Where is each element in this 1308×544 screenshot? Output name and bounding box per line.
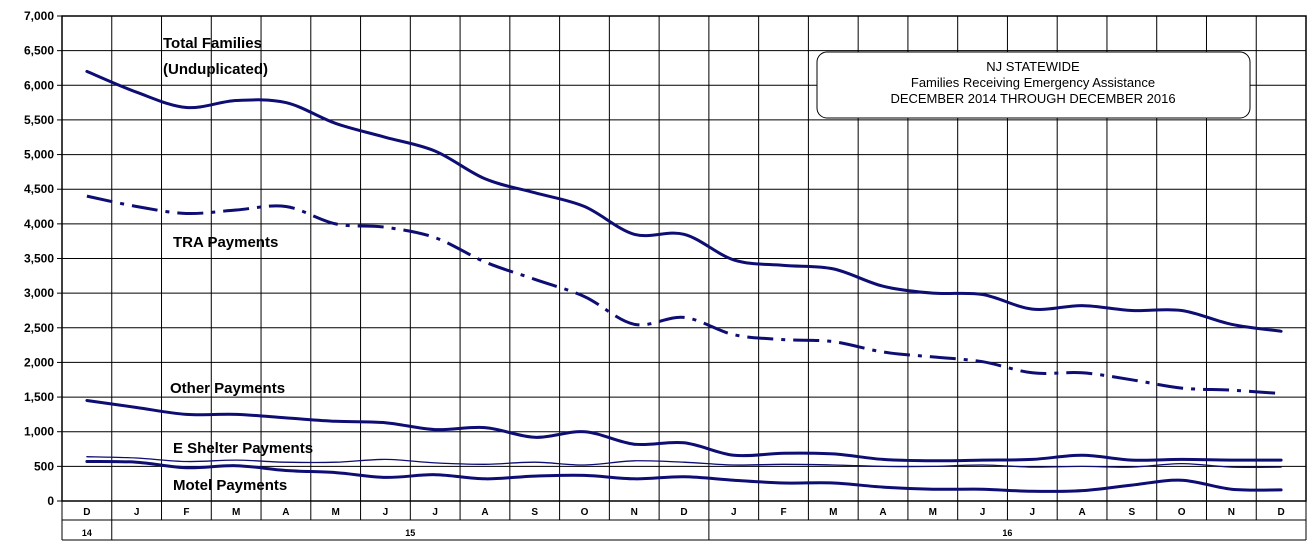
series-label-e-shelter: E Shelter Payments xyxy=(173,440,313,457)
y-tick-label: 5,500 xyxy=(24,113,54,127)
y-tick-label: 7,000 xyxy=(24,9,54,23)
series-line-1 xyxy=(86,194,1282,396)
x-tick-label: D xyxy=(680,507,687,518)
y-tick-label: 3,000 xyxy=(24,286,54,300)
year-label: 16 xyxy=(1002,528,1012,538)
y-tick-label: 4,500 xyxy=(24,182,54,196)
series-lines xyxy=(85,69,1283,493)
y-tick-label: 5,000 xyxy=(24,148,54,162)
y-tick-label: 2,500 xyxy=(24,321,54,335)
x-tick-label: N xyxy=(1228,507,1235,518)
series-label-motel: Motel Payments xyxy=(173,477,287,494)
y-tick-label: 4,000 xyxy=(24,217,54,231)
x-tick-label: M xyxy=(929,507,937,518)
series-label-other: Other Payments xyxy=(170,380,285,397)
y-tick-label: 3,500 xyxy=(24,252,54,266)
y-tick-label: 0 xyxy=(47,494,54,508)
x-tick-label: J xyxy=(731,507,737,518)
x-tick-label: S xyxy=(1129,507,1136,518)
y-tick-label: 1,500 xyxy=(24,390,54,404)
x-tick-label: A xyxy=(282,507,289,518)
x-tick-label: M xyxy=(232,507,240,518)
x-tick-label: F xyxy=(780,507,786,518)
series-line-0 xyxy=(85,69,1283,333)
x-tick-label: A xyxy=(481,507,488,518)
x-tick-label: M xyxy=(829,507,837,518)
y-tick-label: 1,000 xyxy=(24,425,54,439)
series-label-line: (Unduplicated) xyxy=(163,61,268,78)
x-tick-label: J xyxy=(1030,507,1036,518)
series-line-3 xyxy=(86,456,1282,468)
x-tick-label: N xyxy=(631,507,638,518)
series-line-4 xyxy=(85,460,1283,493)
x-tick-label: D xyxy=(1278,507,1285,518)
series-line-2 xyxy=(85,399,1283,463)
chart-title-line-3: DECEMBER 2014 THROUGH DECEMBER 2016 xyxy=(890,91,1175,106)
x-tick-label: J xyxy=(432,507,438,518)
title-box: NJ STATEWIDE Families Receiving Emergenc… xyxy=(816,51,1251,119)
x-tick-label: J xyxy=(383,507,389,518)
x-tick-label: J xyxy=(980,507,986,518)
chart-title-line-1: NJ STATEWIDE xyxy=(986,59,1080,74)
y-tick-label: 6,500 xyxy=(24,44,54,58)
x-tick-label: O xyxy=(581,507,589,518)
x-tick-label: F xyxy=(183,507,189,518)
series-label-line: Total Families xyxy=(163,35,262,52)
y-axis: 0 500 1,000 1,500 2,000 2,500 3,000 3,500 4,000 4… xyxy=(24,9,62,508)
x-tick-label: A xyxy=(1078,507,1085,518)
x-tick-label: M xyxy=(332,507,340,518)
y-tick-label: 500 xyxy=(34,459,54,473)
y-tick-label: 2,000 xyxy=(24,355,54,369)
x-axis: D J F M A M J J A S O N D J F M A M J J A S O N D 14 15 16 xyxy=(61,501,1307,541)
x-tick-label: D xyxy=(83,507,90,518)
x-tick-label: O xyxy=(1178,507,1186,518)
y-tick-label: 6,000 xyxy=(24,78,54,92)
year-label: 14 xyxy=(82,528,92,538)
year-label: 15 xyxy=(405,528,415,538)
series-label-tra: TRA Payments xyxy=(173,234,278,251)
x-tick-label: J xyxy=(134,507,140,518)
chart-title-line-2: Families Receiving Emergency Assistance xyxy=(911,75,1155,90)
x-tick-label: S xyxy=(531,507,538,518)
x-tick-label: A xyxy=(879,507,886,518)
series-label-total-families: Total Families (Unduplicated) xyxy=(163,35,268,78)
